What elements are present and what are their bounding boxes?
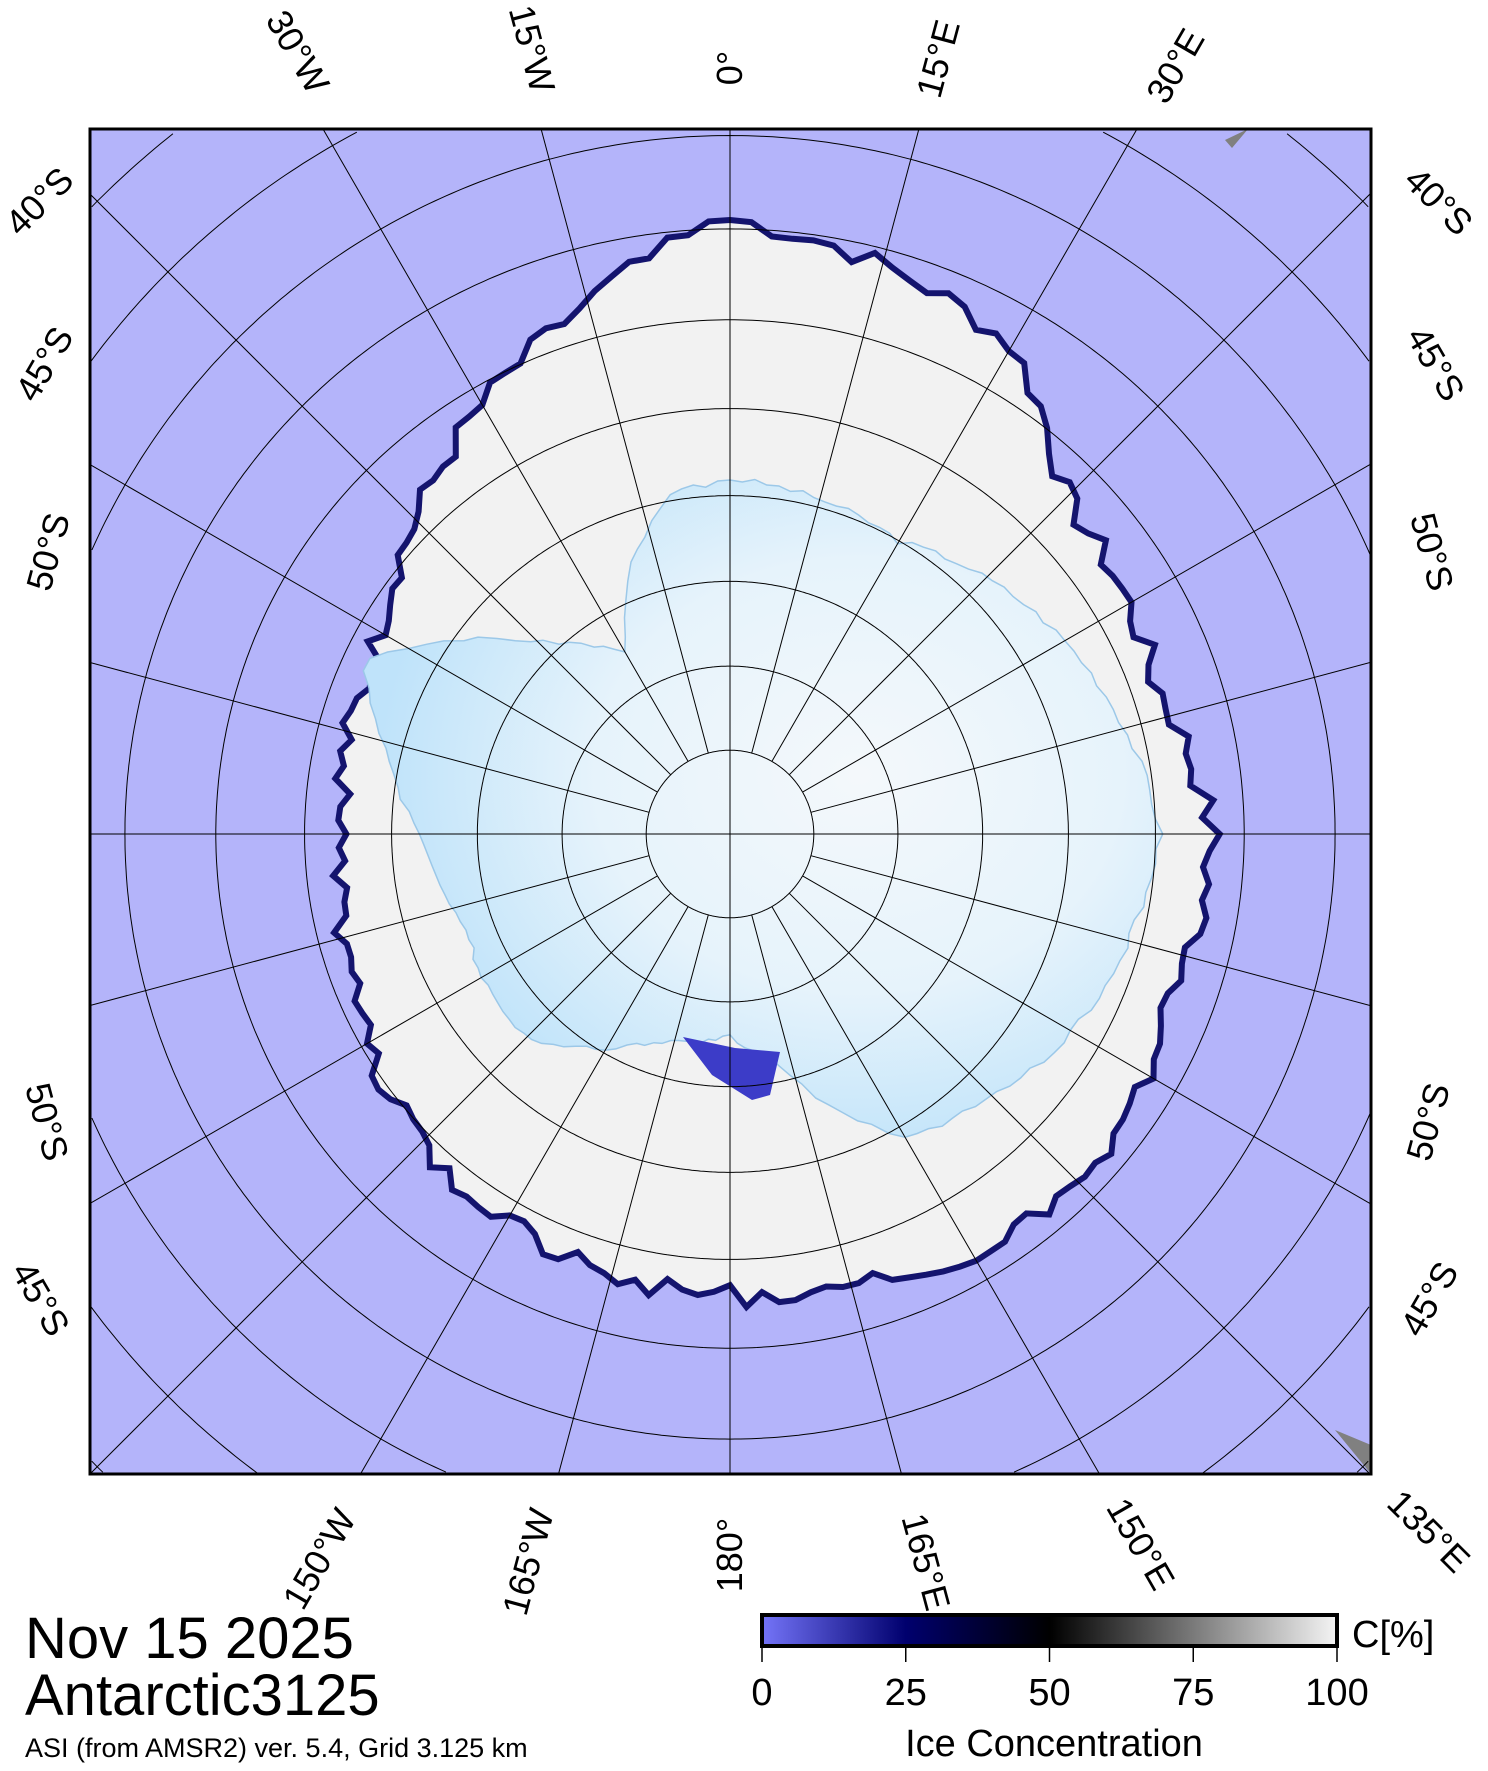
lon-label: 15°E xyxy=(908,16,968,102)
lat-label: 50°S xyxy=(1398,1079,1458,1165)
meridian-line xyxy=(90,464,658,793)
colorbar-tick-label: 100 xyxy=(1305,1672,1368,1714)
lon-label: 165°E xyxy=(894,1509,959,1615)
meridian-line xyxy=(751,129,920,754)
lat-label: 50°S xyxy=(1402,509,1462,595)
colorbar-tick-label: 0 xyxy=(751,1672,772,1714)
meridian-line xyxy=(90,662,650,813)
meridian-line xyxy=(90,892,672,1474)
graticule xyxy=(90,129,1371,1474)
lon-label: 180° xyxy=(709,1518,750,1592)
colorbar-tick-label: 75 xyxy=(1172,1672,1214,1714)
lat-label: 50°S xyxy=(18,509,78,595)
meridian-line xyxy=(810,855,1371,1007)
colorbar-tick-label: 25 xyxy=(885,1672,927,1714)
meridian-line xyxy=(360,906,689,1474)
date-label: Nov 15 2025 xyxy=(25,1606,354,1671)
ross-sea-open-water xyxy=(683,1037,780,1100)
title-block: Nov 15 2025 Antarctic3125 ASI (from AMSR… xyxy=(25,1606,528,1763)
colorbar-bar xyxy=(760,1613,1339,1648)
meridian-line xyxy=(802,875,1371,1205)
land-patch xyxy=(1335,1430,1371,1474)
colorbar-ticks: 0 25 50 75 100 xyxy=(751,1646,1369,1714)
meridian-line xyxy=(788,892,1371,1474)
colorbar-title: Ice Concentration xyxy=(905,1723,1203,1765)
lon-label: 135°E xyxy=(1380,1482,1479,1581)
lat-label: 40°S xyxy=(1397,159,1481,243)
lon-label: 15°W xyxy=(501,1,563,97)
land-patch xyxy=(1225,129,1248,148)
lon-label: 165°W xyxy=(494,1504,562,1619)
product-label: Antarctic3125 xyxy=(25,1663,380,1728)
latitude-circle xyxy=(91,135,1371,1473)
meridian-line xyxy=(322,129,689,762)
map-area xyxy=(90,129,1371,1474)
lat-label: 50°S xyxy=(17,1079,77,1165)
colorbar-tick-label: 50 xyxy=(1028,1672,1070,1714)
lon-label: 30°W xyxy=(258,3,338,100)
meridian-line xyxy=(788,192,1371,776)
meridian-line xyxy=(751,914,902,1474)
meridian-line xyxy=(90,193,672,776)
lat-label: 40°S xyxy=(0,159,81,243)
lon-label: 150°E xyxy=(1098,1491,1183,1597)
meridian-line xyxy=(90,875,658,1204)
lon-label: 0° xyxy=(709,51,750,85)
lat-label: 45°S xyxy=(3,1255,78,1343)
lat-label: 45°S xyxy=(1398,320,1473,408)
meridian-line xyxy=(558,914,709,1474)
lat-label: 45°S xyxy=(1392,1255,1467,1343)
meridian-line xyxy=(802,463,1371,793)
meridian-line xyxy=(90,855,650,1006)
map-frame xyxy=(88,127,1373,1476)
colorbar: 0 25 50 75 100 C[%] Ice Concentration xyxy=(751,1613,1434,1765)
meridian-line xyxy=(771,129,1138,762)
lat-label: 45°S xyxy=(7,320,82,408)
meridian-line xyxy=(540,129,709,754)
colorbar-unit: C[%] xyxy=(1352,1614,1434,1656)
meridian-line xyxy=(810,661,1371,813)
lon-label: 150°W xyxy=(274,1502,364,1616)
lon-label: 30°E xyxy=(1138,22,1213,110)
meridian-line xyxy=(771,906,1100,1474)
source-label: ASI (from AMSR2) ver. 5.4, Grid 3.125 km xyxy=(25,1733,528,1763)
